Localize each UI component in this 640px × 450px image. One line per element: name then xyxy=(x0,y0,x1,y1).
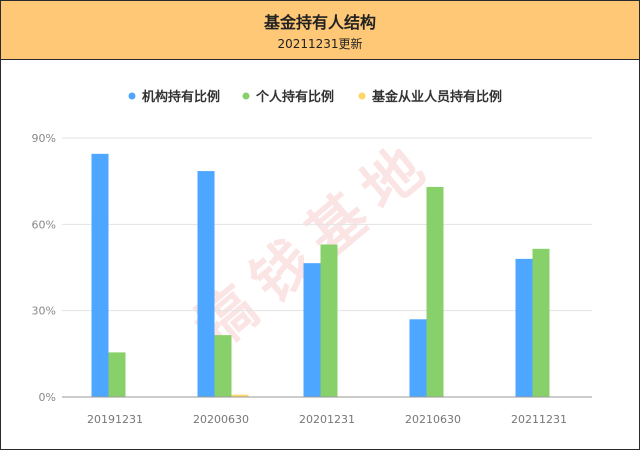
bar xyxy=(91,153,109,397)
x-tick-label: 20200630 xyxy=(193,413,249,426)
bar xyxy=(320,244,338,397)
legend-label: 机构持有比例 xyxy=(142,89,220,105)
bar xyxy=(197,171,215,397)
legend-marker xyxy=(358,92,366,100)
chart-title: 基金持有人结构 xyxy=(263,13,376,32)
y-tick-label: 0% xyxy=(39,391,56,404)
y-tick-label: 90% xyxy=(32,132,56,145)
bar xyxy=(231,394,249,397)
bar xyxy=(409,319,427,397)
legend-label: 基金从业人员持有比例 xyxy=(371,89,502,105)
chart-header: 基金持有人结构 20211231更新 xyxy=(1,1,639,60)
chart-subtitle: 20211231更新 xyxy=(277,37,363,51)
y-tick-label: 60% xyxy=(32,218,56,231)
legend-marker xyxy=(128,92,136,100)
bar xyxy=(515,258,533,397)
legend-label: 个人持有比例 xyxy=(255,89,334,105)
bar xyxy=(426,186,444,397)
x-tick-label: 20191231 xyxy=(87,413,143,426)
bar xyxy=(532,248,550,397)
x-tick-label: 20210630 xyxy=(405,413,461,426)
bar xyxy=(214,335,232,397)
legend-marker xyxy=(242,92,250,100)
y-tick-label: 30% xyxy=(32,305,56,318)
x-tick-label: 20201231 xyxy=(299,413,355,426)
bar xyxy=(303,263,321,397)
bar xyxy=(108,352,126,397)
x-tick-label: 20211231 xyxy=(511,413,567,426)
